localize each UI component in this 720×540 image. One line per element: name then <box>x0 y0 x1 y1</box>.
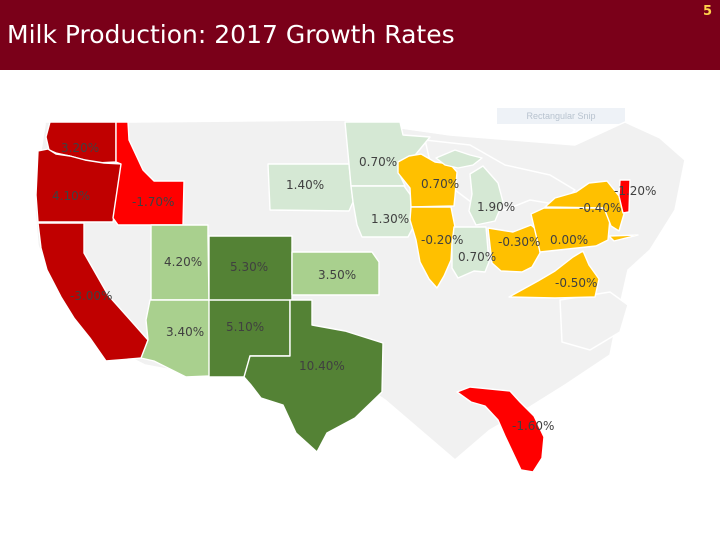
state-michigan[interactable] <box>435 149 504 226</box>
label-virginia: -0.50% <box>555 276 597 290</box>
label-california: -3.00% <box>70 289 112 303</box>
state-south-dakota[interactable] <box>267 163 354 212</box>
state-texas[interactable] <box>243 299 384 453</box>
label-utah: 4.20% <box>164 255 202 269</box>
label-washington: 3.20% <box>61 141 99 155</box>
label-kansas: 3.50% <box>318 268 356 282</box>
label-texas: 10.40% <box>299 359 345 373</box>
state-wisconsin[interactable] <box>397 153 458 208</box>
label-oregon: 4.10% <box>52 189 90 203</box>
slide-title: Milk Production: 2017 Growth Rates <box>7 20 455 49</box>
page-number: 5 <box>702 4 712 19</box>
growth-rate-labels: 3.20% 4.10% -3.00% -1.70% 3.40% 4.20% 5.… <box>52 141 656 433</box>
label-new-mexico: 5.10% <box>226 320 264 334</box>
map-image-label: Rectangular Snip <box>497 108 625 124</box>
label-vermont: -1.20% <box>614 184 656 198</box>
state-california[interactable] <box>37 222 149 362</box>
state-idaho[interactable] <box>112 121 185 226</box>
label-idaho: -1.70% <box>132 195 174 209</box>
label-iowa: 1.30% <box>371 212 409 226</box>
state-illinois[interactable] <box>409 206 456 289</box>
state-growth-layer <box>35 121 639 473</box>
state-ohio[interactable] <box>487 224 541 273</box>
state-virginia[interactable] <box>508 250 600 299</box>
label-minnesota: 0.70% <box>359 155 397 169</box>
label-colorado: 5.30% <box>230 260 268 274</box>
state-vermont[interactable] <box>618 179 631 214</box>
us-milk-production-map: 3.20% 4.10% -3.00% -1.70% 3.40% 4.20% 5.… <box>34 119 686 473</box>
atlantic-coast-shape <box>559 291 629 351</box>
label-illinois: -0.20% <box>421 233 463 247</box>
label-arizona: 3.40% <box>166 325 204 339</box>
state-florida[interactable] <box>456 386 545 473</box>
label-south-dakota: 1.40% <box>286 178 324 192</box>
title-bar: Milk Production: 2017 Growth Rates 5 <box>0 0 720 70</box>
state-kansas[interactable] <box>291 251 380 296</box>
state-pennsylvania[interactable] <box>530 207 611 253</box>
state-oregon[interactable] <box>35 148 124 223</box>
label-new-york: -0.40% <box>579 201 621 215</box>
label-indiana: 0.70% <box>458 250 496 264</box>
label-florida: -1.60% <box>512 419 554 433</box>
label-michigan: 1.90% <box>477 200 515 214</box>
state-indiana[interactable] <box>451 226 490 279</box>
label-pennsylvania: 0.00% <box>550 233 588 247</box>
label-wisconsin: 0.70% <box>421 177 459 191</box>
label-ohio: -0.30% <box>498 235 540 249</box>
state-iowa[interactable] <box>350 185 417 238</box>
